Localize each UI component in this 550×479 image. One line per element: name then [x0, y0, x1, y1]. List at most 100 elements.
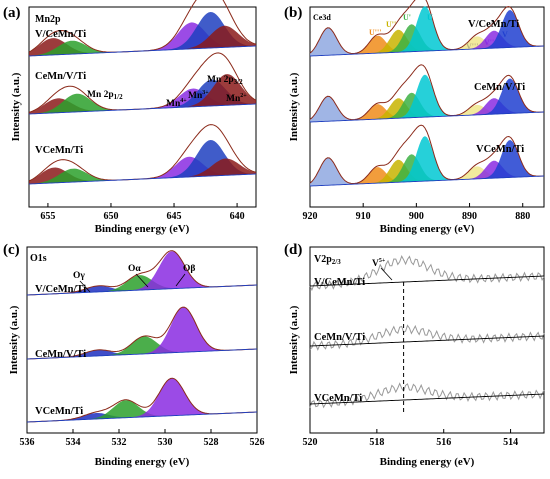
- panel-c-letter: (c): [3, 242, 20, 258]
- panel-b-letter: (b): [284, 5, 302, 21]
- panel-b-plot: [309, 0, 545, 187]
- panel-c-peak-obeta: Oβ: [183, 264, 195, 274]
- panel-b-series-3-component-1: [310, 157, 544, 186]
- panel-a-series-3-component-2: [29, 168, 256, 184]
- panel-d-sample-3: VCeMn/Ti: [314, 393, 362, 404]
- panel-d-x-tick-label-4: 514: [503, 437, 518, 448]
- panel-b-sample-3: VCeMn/Ti: [476, 144, 524, 155]
- panel-d-sample-1: V/CeMn/Ti: [314, 277, 365, 288]
- panel-b-sample-2: CeMn/V/Ti: [474, 82, 525, 93]
- panel-b-series-3-component-2: [310, 167, 544, 186]
- panel-b-peak-u3: U''': [369, 28, 381, 37]
- panel-d-series-3-baseline: [309, 393, 545, 405]
- panel-b-x-tick-label-3: 900: [409, 211, 424, 222]
- panel-c-x-tick-label-4: 530: [158, 437, 173, 448]
- panel-c-x-tick-label-5: 528: [204, 437, 219, 448]
- panel-b-series-1-component-1: [310, 27, 544, 56]
- panel-b-series-2-envelope: [309, 64, 545, 121]
- panel-b-peak-v2: V'': [484, 38, 494, 47]
- panel-b-peak-v3: V''': [466, 42, 478, 51]
- panel-b-xlabel: Binding energy (eV): [380, 223, 475, 235]
- panel-d-x-tick-label-1: 520: [303, 437, 318, 448]
- panel-c-plot: [26, 250, 258, 423]
- panel-a-peak-mn4: Mn4+: [166, 98, 187, 109]
- panel-a-xlabel: Binding energy (eV): [95, 223, 190, 235]
- panel-d-core-level: V2p2/3: [314, 254, 341, 266]
- panel-b-x-tick-label-1: 920: [303, 211, 318, 222]
- panel-a-peak-mn3: Mn3+: [188, 90, 209, 101]
- panel-b-sample-1: V/CeMn/Ti: [468, 19, 519, 30]
- panel-c-core-level: O1s: [30, 253, 47, 264]
- panel-b-x-tick-label-2: 910: [356, 211, 371, 222]
- panel-a-x-tick-label-1: 655: [40, 211, 55, 222]
- panel-c-x-tick-label-6: 526: [250, 437, 265, 448]
- panel-d-peak-v5: V5+: [372, 258, 386, 269]
- panel-a-peak-2p12: Mn 2p1/2: [87, 90, 123, 101]
- panel-a-sample-2: CeMn/V/Ti: [35, 71, 86, 82]
- panel-d-ylabel: Intensity (a.u.): [288, 305, 300, 374]
- panel-a-sample-3: VCeMn/Ti: [35, 145, 83, 156]
- panel-a-ylabel: Intensity (a.u.): [10, 72, 22, 141]
- panel-b-series-3-component-5: [310, 136, 544, 186]
- panel-b: (b) Ce3d V/CeMn/Ti CeMn/V/Ti VCeMn/Ti U'…: [284, 0, 545, 235]
- panel-c-ogamma-pointer: [79, 280, 91, 293]
- panel-c-series-1-baseline: [26, 284, 258, 296]
- panel-b-series-2-baseline: [309, 111, 545, 123]
- panel-b-ylabel: Intensity (a.u.): [288, 72, 300, 141]
- panel-d-letter: (d): [284, 242, 302, 258]
- panel-b-peak-v: V: [502, 30, 508, 39]
- panel-a-series-3-baseline: [28, 173, 257, 185]
- panel-d-x-tick-label-3: 516: [436, 437, 451, 448]
- panel-c-sample-1: V/CeMn/Ti: [35, 284, 86, 295]
- panel-c-x-tick-label-3: 532: [112, 437, 127, 448]
- panel-a-series-1-component-2: [29, 40, 256, 56]
- panel-d: (d) V2p2/3 V/CeMn/Ti CeMn/V/Ti VCeMn/Ti …: [284, 242, 545, 468]
- panel-c-x-tick-label-1: 536: [20, 437, 35, 448]
- panel-c-peak-oalpha: Oα: [128, 264, 141, 274]
- panel-a-x-tick-label-2: 650: [103, 211, 118, 222]
- panel-b-peak-u1: U': [403, 13, 411, 22]
- panel-a-letter: (a): [3, 5, 21, 21]
- panel-b-x-ticks: 920 910 900 890 880: [303, 203, 530, 222]
- panel-b-series-1-baseline: [309, 45, 545, 57]
- panel-c-series-2-baseline: [26, 348, 258, 360]
- panel-b-series-3-envelope: [309, 124, 545, 185]
- panel-a-x-tick-label-4: 640: [230, 211, 245, 222]
- panel-b-series-1-component-5: [310, 6, 544, 57]
- panel-b-core-level: Ce3d: [313, 13, 331, 22]
- panel-c-obeta-pointer: [175, 273, 186, 287]
- panel-d-plot: [309, 254, 545, 412]
- panel-a-series-2-component-5: [29, 74, 256, 114]
- panel-c-peak-ogamma: Oγ: [73, 271, 85, 281]
- panel-b-series-1-component-2: [310, 35, 544, 56]
- panel-d-v5-pointer: [380, 267, 393, 281]
- panel-a-sample-1: V/CeMn/Ti: [35, 29, 86, 40]
- panel-a-series-2-component-2: [29, 93, 256, 114]
- panel-c-sample-3: VCeMn/Ti: [35, 406, 83, 417]
- panel-b-peak-u: U: [427, 13, 433, 22]
- panel-c-series-1-component-2: [27, 275, 257, 295]
- panel-a-peak-2p32: Mn 2p3/2: [207, 75, 243, 86]
- panel-b-series-2-component-5: [310, 74, 544, 122]
- panel-a-plot: [28, 0, 257, 185]
- panel-b-series-3-baseline: [309, 175, 545, 187]
- panel-a-series-3-component-4: [29, 140, 256, 184]
- panel-d-x-ticks: 520 518 516 514: [303, 429, 518, 448]
- panel-b-x-tick-label-5: 880: [515, 211, 530, 222]
- panel-c-oalpha-pointer: [135, 273, 149, 288]
- panel-c-x-tick-label-2: 534: [66, 437, 81, 448]
- panel-c-series-3-baseline: [26, 411, 258, 423]
- panel-b-series-2-component-1: [310, 96, 544, 122]
- panel-c-sample-2: CeMn/V/Ti: [35, 349, 86, 360]
- panel-c-x-ticks: 536 534 532 530 528 526: [20, 429, 265, 448]
- panel-a-series-2-baseline: [28, 103, 257, 115]
- panel-d-frame: [309, 246, 545, 434]
- panel-d-series-1-baseline: [309, 275, 545, 287]
- panel-c-frame: [26, 246, 258, 434]
- panel-c-ylabel: Intensity (a.u.): [8, 305, 20, 374]
- panel-a-x-tick-label-3: 645: [167, 211, 182, 222]
- panel-a: (a) Mn2p V/CeMn/Ti CeMn/V/Ti VCeMn/Ti Mn…: [3, 0, 257, 235]
- panel-a-series-3-component-5: [29, 158, 256, 184]
- panel-b-peak-u2: U'': [386, 20, 396, 29]
